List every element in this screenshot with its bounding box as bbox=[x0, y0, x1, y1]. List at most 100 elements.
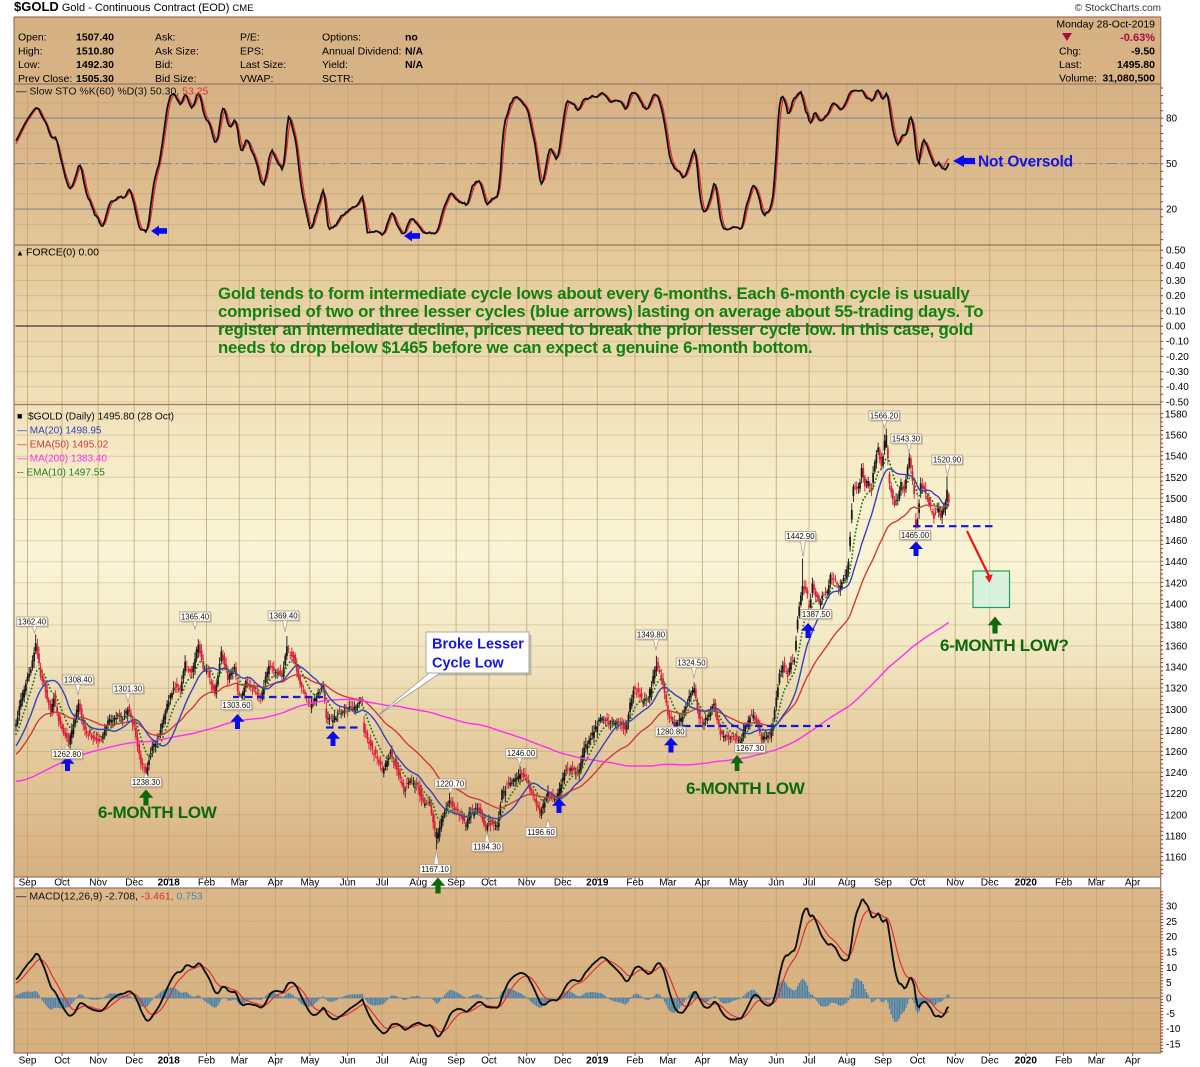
svg-text:0.20: 0.20 bbox=[1166, 291, 1186, 302]
svg-text:Oct: Oct bbox=[54, 1056, 70, 1067]
svg-text:1180: 1180 bbox=[1165, 831, 1187, 842]
svg-text:Nov: Nov bbox=[946, 878, 964, 889]
svg-text:Mar: Mar bbox=[231, 878, 249, 889]
svg-text:Aug: Aug bbox=[838, 878, 856, 889]
svg-text:Sep: Sep bbox=[19, 1056, 37, 1067]
svg-text:Mar: Mar bbox=[659, 1056, 677, 1067]
svg-text:Monday 28-Oct-2019: Monday 28-Oct-2019 bbox=[1056, 19, 1155, 31]
svg-text:May: May bbox=[729, 1056, 748, 1067]
svg-text:20: 20 bbox=[1166, 205, 1178, 216]
svg-text:6-MONTH LOW?: 6-MONTH LOW? bbox=[940, 636, 1069, 655]
svg-text:30: 30 bbox=[1166, 902, 1178, 913]
svg-text:-- EMA(10) 1497.55: -- EMA(10) 1497.55 bbox=[17, 468, 105, 479]
svg-text:Oct: Oct bbox=[910, 1056, 926, 1067]
svg-text:1505.30: 1505.30 bbox=[76, 73, 114, 85]
svg-text:Apr: Apr bbox=[1125, 1056, 1141, 1067]
svg-text:Last:: Last: bbox=[1059, 59, 1082, 71]
svg-text:1380: 1380 bbox=[1165, 620, 1188, 631]
svg-text:Chg:: Chg: bbox=[1059, 46, 1081, 58]
svg-text:Not Oversold: Not Oversold bbox=[978, 154, 1073, 171]
svg-text:May: May bbox=[729, 878, 748, 889]
svg-text:-0.30: -0.30 bbox=[1166, 367, 1189, 378]
svg-text:1420: 1420 bbox=[1165, 578, 1188, 589]
svg-text:Jun: Jun bbox=[768, 1056, 784, 1067]
svg-text:1465.00: 1465.00 bbox=[901, 531, 930, 540]
svg-text:Cycle Low: Cycle Low bbox=[432, 656, 504, 672]
svg-text:Nov: Nov bbox=[89, 1056, 107, 1067]
svg-text:P/E:: P/E: bbox=[240, 32, 260, 44]
svg-text:Jun: Jun bbox=[340, 1056, 356, 1067]
svg-text:1500: 1500 bbox=[1165, 494, 1188, 505]
svg-text:Dec: Dec bbox=[125, 878, 143, 889]
svg-text:Oct: Oct bbox=[481, 1056, 497, 1067]
svg-text:Broke Lesser: Broke Lesser bbox=[432, 637, 524, 653]
svg-text:1360: 1360 bbox=[1165, 642, 1188, 653]
svg-text:Low:: Low: bbox=[18, 59, 40, 71]
svg-text:register an intermediate decli: register an intermediate decline, prices… bbox=[218, 320, 973, 339]
svg-text:Apr: Apr bbox=[1125, 878, 1141, 889]
svg-text:1495.80: 1495.80 bbox=[1117, 59, 1155, 71]
svg-text:Yield:: Yield: bbox=[322, 59, 348, 71]
svg-text:Ask:: Ask: bbox=[155, 32, 175, 44]
svg-text:— Slow STO %K(60) %D(3) 50.30,: — Slow STO %K(60) %D(3) 50.30, 53.25 bbox=[16, 86, 209, 98]
svg-text:2019: 2019 bbox=[586, 878, 609, 889]
svg-text:1543.30: 1543.30 bbox=[892, 434, 921, 443]
svg-text:Gold tends to form intermediat: Gold tends to form intermediate cycle lo… bbox=[218, 284, 970, 303]
svg-text:Aug: Aug bbox=[409, 878, 427, 889]
svg-text:-5: -5 bbox=[1166, 1009, 1175, 1020]
svg-text:1365.40: 1365.40 bbox=[181, 612, 210, 621]
svg-text:1349.80: 1349.80 bbox=[637, 630, 666, 639]
svg-text:-0.10: -0.10 bbox=[1166, 337, 1189, 348]
svg-text:1320: 1320 bbox=[1165, 684, 1188, 695]
svg-text:25: 25 bbox=[1166, 917, 1178, 928]
svg-text:1507.40: 1507.40 bbox=[76, 32, 114, 44]
svg-text:SCTR:: SCTR: bbox=[322, 73, 354, 85]
svg-text:1480: 1480 bbox=[1165, 515, 1188, 526]
svg-text:Sep: Sep bbox=[874, 1056, 892, 1067]
svg-text:$GOLD (Daily) 1495.80 (28 Oct): $GOLD (Daily) 1495.80 (28 Oct) bbox=[28, 412, 174, 423]
svg-text:Volume:: Volume: bbox=[1059, 73, 1097, 85]
svg-text:2020: 2020 bbox=[1015, 878, 1038, 889]
svg-text:1184.30: 1184.30 bbox=[473, 842, 501, 851]
svg-text:Apr: Apr bbox=[695, 878, 711, 889]
svg-text:1246.00: 1246.00 bbox=[507, 749, 536, 758]
svg-text:Sep: Sep bbox=[447, 878, 465, 889]
svg-text:2019: 2019 bbox=[586, 1056, 609, 1067]
svg-text:2018: 2018 bbox=[158, 878, 181, 889]
svg-text:Nov: Nov bbox=[518, 878, 536, 889]
svg-text:EPS:: EPS: bbox=[240, 45, 264, 57]
svg-text:— EMA(50) 1495.02: — EMA(50) 1495.02 bbox=[17, 440, 109, 451]
svg-text:1580: 1580 bbox=[1165, 410, 1188, 421]
svg-text:1492.30: 1492.30 bbox=[76, 59, 114, 71]
svg-text:0.10: 0.10 bbox=[1166, 306, 1186, 317]
svg-text:6-MONTH LOW: 6-MONTH LOW bbox=[98, 803, 218, 822]
svg-text:Oct: Oct bbox=[481, 878, 497, 889]
svg-text:1440: 1440 bbox=[1165, 557, 1188, 568]
svg-text:-9.50: -9.50 bbox=[1131, 46, 1155, 58]
svg-text:1520: 1520 bbox=[1165, 473, 1188, 484]
svg-text:Apr: Apr bbox=[268, 878, 284, 889]
svg-text:Aug: Aug bbox=[409, 1056, 427, 1067]
svg-text:Feb: Feb bbox=[626, 878, 644, 889]
svg-text:Open:: Open: bbox=[18, 32, 47, 44]
svg-text:1262.80: 1262.80 bbox=[53, 750, 82, 759]
svg-text:6-MONTH LOW: 6-MONTH LOW bbox=[686, 779, 806, 798]
svg-text:-10: -10 bbox=[1166, 1024, 1181, 1035]
svg-text:FORCE(0) 0.00: FORCE(0) 0.00 bbox=[26, 247, 99, 259]
svg-text:Bid:: Bid: bbox=[155, 59, 173, 71]
svg-text:N/A: N/A bbox=[405, 59, 424, 71]
svg-text:1560: 1560 bbox=[1165, 431, 1188, 442]
svg-text:Options:: Options: bbox=[322, 32, 361, 44]
svg-text:Jul: Jul bbox=[803, 1056, 816, 1067]
svg-text:1520.90: 1520.90 bbox=[933, 455, 962, 464]
svg-text:Dec: Dec bbox=[125, 1056, 143, 1067]
svg-text:1280.80: 1280.80 bbox=[656, 727, 685, 736]
svg-text:N/A: N/A bbox=[405, 45, 424, 57]
svg-text:5: 5 bbox=[1166, 978, 1172, 989]
svg-text:Mar: Mar bbox=[1088, 1056, 1106, 1067]
svg-text:-15: -15 bbox=[1166, 1040, 1181, 1051]
svg-text:-0.20: -0.20 bbox=[1166, 352, 1189, 363]
svg-text:Jul: Jul bbox=[803, 878, 816, 889]
svg-text:Mar: Mar bbox=[1088, 878, 1106, 889]
svg-text:High:: High: bbox=[18, 45, 43, 57]
